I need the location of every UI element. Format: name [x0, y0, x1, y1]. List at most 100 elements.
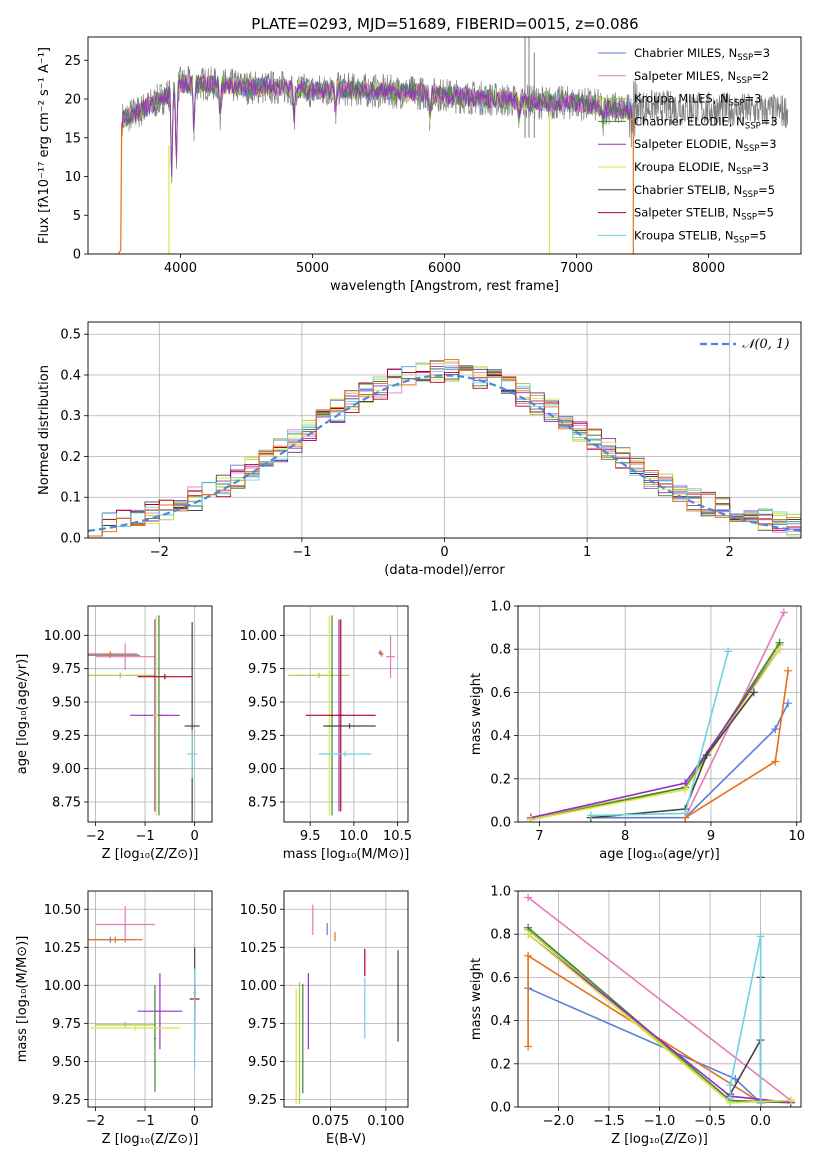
weight-point — [526, 815, 535, 822]
weight-point — [681, 809, 690, 818]
y-tick-label: 0.4 — [60, 368, 81, 383]
errorbar-point — [305, 619, 376, 812]
y-tick-label: 9.75 — [248, 662, 277, 677]
normal-curve — [88, 374, 801, 532]
weight-point — [779, 608, 788, 617]
y-tick-label: 0.0 — [490, 1101, 511, 1116]
errorbar-point — [184, 622, 200, 822]
x-tick-label: −1.0 — [644, 1114, 676, 1129]
legend-count: =3 — [761, 114, 778, 128]
weight-point — [784, 666, 793, 675]
x-tick-label: −2 — [150, 545, 169, 560]
errorbar-point — [90, 1024, 180, 1031]
residuals-frame — [87, 321, 802, 539]
y-tick-label: 9.00 — [52, 762, 81, 777]
weight-series-kroupa_stelib — [729, 936, 762, 1103]
weight-point — [726, 1081, 735, 1090]
legend-label: Chabrier STELIB, N — [634, 183, 742, 197]
x-tick-label: 9.5 — [300, 829, 321, 844]
y-tick-label: 1.0 — [490, 885, 511, 900]
weight-point — [775, 645, 784, 654]
legend-label: Salpeter STELIB, N — [634, 206, 741, 220]
legend-label: Salpeter ELODIE, N — [634, 137, 744, 151]
x-tick-label: 0.075 — [312, 1114, 349, 1129]
legend-count: =5 — [758, 183, 775, 197]
y-tick-label: 10.00 — [240, 629, 277, 644]
spectrum-marks — [117, 37, 789, 254]
x-tick-label: 0.0 — [750, 1114, 771, 1129]
errorbar-point — [153, 985, 156, 1092]
legend-entry: Chabrier STELIB, NSSP=5 — [634, 183, 775, 200]
mass_vs_ebv-panel: 0.075 0.100 9.25 9.50 9.75 10.00 10.25 10.50 E(B… — [240, 890, 409, 1147]
weight_vs_age-xlabel: age [log₁₀(age/yr)] — [599, 847, 720, 862]
legend-label: Salpeter MILES, N — [634, 69, 736, 83]
legend-label: Chabrier ELODIE, N — [634, 114, 745, 128]
x-tick-label: 10.0 — [339, 829, 368, 844]
y-tick-label: 9.25 — [248, 729, 277, 744]
mass_vs_Z-ylabel: mass [log₁₀(M/M⊙)] — [15, 936, 30, 1063]
errorbar-point — [137, 674, 193, 680]
legend-subscript: SSP — [741, 213, 757, 223]
x-tick-label: 9 — [707, 829, 715, 844]
x-tick-label: 0 — [190, 1114, 198, 1129]
mass_vs_ebv-xlabel: E(B-V) — [326, 1132, 366, 1147]
y-tick-label: 0.8 — [490, 928, 511, 943]
y-tick-label: 10.50 — [44, 903, 81, 918]
errorbar-point — [187, 730, 198, 778]
errorbar-point — [386, 635, 395, 678]
weight-point — [702, 751, 711, 760]
weight_vs_Z-frame — [517, 890, 802, 1108]
weight-series-kroupa_miles — [530, 644, 781, 819]
legend-label: 𝒩(0, 1) — [742, 337, 789, 352]
y-tick-label: 10.00 — [44, 629, 81, 644]
weight_vs_Z-ylabel: mass weight — [469, 958, 484, 1040]
y-tick-label: 10.00 — [44, 979, 81, 994]
y-tick-label: 9.50 — [52, 696, 81, 711]
weight-series-chabrier_stelib — [590, 691, 755, 819]
age_vs_mass-xlabel: mass [log₁₀(M/M⊙)] — [283, 847, 410, 862]
weight-point — [749, 688, 758, 697]
legend-count: =3 — [752, 160, 769, 174]
mass_vs_ebv-frame — [283, 890, 409, 1108]
residual-histogram-kroupa_stelib — [88, 362, 801, 537]
x-tick-label: 6000 — [428, 261, 461, 276]
x-tick-label: 10 — [788, 829, 805, 844]
errorbar-point — [137, 973, 183, 1050]
x-tick-label: −0.5 — [694, 1114, 726, 1129]
legend-subscript: SSP — [745, 121, 761, 131]
errorbar-point — [95, 643, 155, 670]
y-tick-label: 0.1 — [60, 491, 81, 506]
y-tick-label: 0.2 — [60, 450, 81, 465]
age_vs_Z-ylabel: age [log₁₀(age/yr)] — [15, 654, 30, 775]
y-tick-label: 8.75 — [52, 796, 81, 811]
legend-subscript: SSP — [736, 167, 752, 177]
spectrum-frame — [87, 36, 802, 255]
weight-point — [756, 1098, 765, 1107]
errorbar-point — [95, 906, 155, 943]
y-tick-label: 9.00 — [248, 762, 277, 777]
weight-point — [681, 785, 690, 794]
y-tick-label: 0.4 — [490, 729, 511, 744]
weight_vs_age-panel: 7 8 9 10 0.0 0.2 0.4 0.6 0.8 1.0 age [log₁₀(age/yr… — [469, 600, 805, 863]
y-tick-label: 0.2 — [490, 772, 511, 787]
legend-count: =3 — [753, 46, 770, 60]
x-tick-label: 0.100 — [367, 1114, 404, 1129]
legend-label: Chabrier MILES, N — [634, 46, 737, 60]
legend-entry: Kroupa ELODIE, NSSP=3 — [634, 160, 769, 177]
age_vs_Z-marks — [88, 615, 200, 822]
legend-subscript: SSP — [744, 144, 760, 154]
y-tick-label: 9.75 — [248, 1017, 277, 1032]
x-tick-label: 10.5 — [383, 829, 412, 844]
legend-subscript: SSP — [737, 53, 753, 63]
weight-point — [771, 725, 780, 734]
y-tick-label: 10.25 — [240, 941, 277, 956]
legend-entry: Kroupa MILES, NSSP=3 — [634, 92, 761, 109]
legend-subscript: SSP — [736, 76, 752, 86]
y-tick-label: 9.25 — [52, 729, 81, 744]
x-tick-label: 0 — [190, 829, 198, 844]
legend-label: Kroupa ELODIE, N — [634, 160, 736, 174]
spectrum-panel: 4000 5000 6000 7000 8000 0 5 10 15 20 25 wavelength… — [37, 36, 802, 294]
x-tick-label: −1 — [135, 1114, 154, 1129]
x-tick-label: 5000 — [296, 261, 329, 276]
